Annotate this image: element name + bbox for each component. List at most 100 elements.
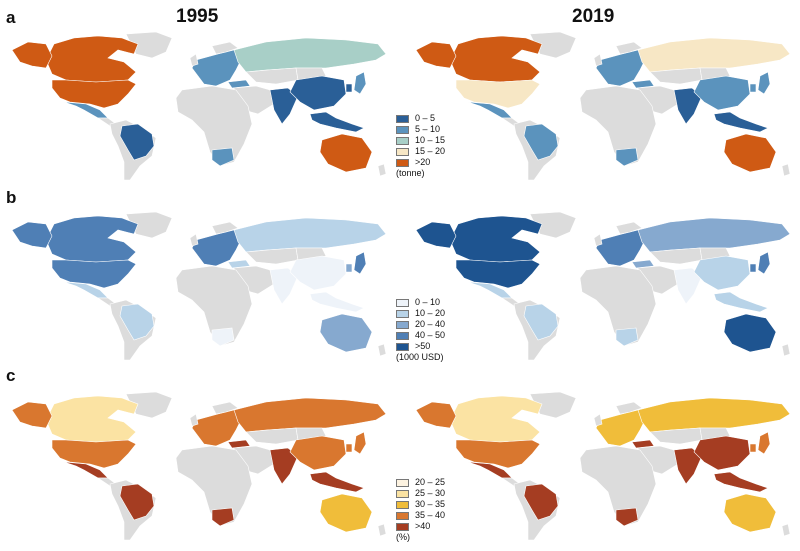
region-rus	[233, 397, 387, 433]
region-nor	[211, 221, 239, 235]
panel-c-letter: c	[6, 366, 16, 385]
legend-label: 30 – 35	[415, 499, 446, 509]
legend-label: >20	[415, 157, 431, 167]
region-sea	[309, 291, 365, 313]
region-bra	[119, 123, 155, 161]
legend-swatch	[396, 522, 409, 531]
region-grn	[529, 31, 577, 59]
map-c-1995	[11, 391, 387, 541]
region-eur	[191, 49, 243, 87]
region-can	[45, 35, 139, 83]
region-usa	[51, 259, 137, 289]
panel-a-letter: a	[6, 8, 16, 27]
legend-item: 15 – 20	[396, 146, 445, 157]
region-usa	[455, 259, 541, 289]
map-b-1995	[11, 211, 387, 361]
legend-swatch	[396, 309, 409, 318]
region-bra	[523, 483, 559, 521]
legend-label: 10 – 20	[415, 308, 446, 318]
map-a-1995	[11, 31, 387, 181]
legend-label: 10 – 15	[415, 135, 446, 145]
region-can	[45, 215, 139, 263]
region-rus	[637, 217, 791, 253]
region-ind	[269, 447, 299, 485]
region-zaf	[211, 147, 235, 167]
region-jpn	[757, 71, 771, 95]
region-jpn	[757, 251, 771, 275]
region-grn	[125, 211, 173, 239]
region-ind	[269, 87, 299, 125]
region-kor	[749, 263, 757, 273]
legend-swatch	[396, 125, 409, 134]
region-eur	[595, 49, 647, 87]
region-zaf	[211, 327, 235, 347]
region-chn	[289, 255, 347, 291]
region-nzl	[781, 343, 791, 357]
region-jpn	[353, 431, 367, 455]
region-nor	[211, 401, 239, 415]
region-usa	[51, 439, 137, 469]
year-1995-title: 1995	[176, 6, 219, 27]
region-sea	[713, 291, 769, 313]
region-uk	[189, 53, 199, 67]
region-alk	[415, 41, 457, 69]
region-afr	[579, 445, 657, 527]
region-alk	[415, 401, 457, 429]
region-nor	[615, 401, 643, 415]
region-nor	[615, 41, 643, 55]
region-rus	[637, 397, 791, 433]
region-tur	[227, 79, 251, 89]
region-nzl	[377, 163, 387, 177]
region-jpn	[353, 251, 367, 275]
legend-label: 35 – 40	[415, 510, 446, 520]
region-uk	[593, 413, 603, 427]
region-grn	[529, 211, 577, 239]
region-chn	[289, 435, 347, 471]
region-bra	[119, 483, 155, 521]
region-kor	[345, 263, 353, 273]
legend-label: 0 – 5	[415, 113, 436, 123]
legend-swatch	[396, 331, 409, 340]
region-usa	[455, 439, 541, 469]
legend-item: >50	[396, 341, 445, 352]
region-usa	[51, 79, 137, 109]
region-aus	[723, 133, 777, 173]
region-chn	[693, 255, 751, 291]
region-kor	[345, 443, 353, 453]
region-uk	[593, 53, 603, 67]
legend-unit: (tonne)	[396, 168, 425, 178]
legend-label: >50	[415, 341, 431, 351]
legend-item: 35 – 40	[396, 510, 445, 521]
legend-swatch	[396, 136, 409, 145]
region-sea	[309, 111, 365, 133]
region-zaf	[615, 327, 639, 347]
region-aus	[319, 133, 373, 173]
region-zaf	[211, 507, 235, 527]
region-alk	[11, 401, 53, 429]
region-chn	[693, 435, 751, 471]
region-tur	[227, 259, 251, 269]
region-kor	[749, 83, 757, 93]
region-bra	[523, 303, 559, 341]
year-2019-title: 2019	[572, 6, 615, 27]
legend-label: >40	[415, 521, 431, 531]
legend-label: 40 – 50	[415, 330, 446, 340]
region-rus	[233, 37, 387, 73]
region-uk	[189, 233, 199, 247]
region-nzl	[781, 163, 791, 177]
region-bra	[119, 303, 155, 341]
region-jpn	[353, 71, 367, 95]
region-ind	[673, 447, 703, 485]
region-tur	[227, 439, 251, 449]
legend-item: 10 – 15	[396, 135, 445, 146]
region-usa	[455, 79, 541, 109]
legend-swatch	[396, 320, 409, 329]
legend-c: 20 – 25 25 – 30 30 – 35 35 – 40 >40 (%)	[396, 477, 445, 543]
legend-a: 0 – 5 5 – 10 10 – 15 15 – 20 >20 (tonne)	[396, 113, 445, 179]
region-uk	[189, 413, 199, 427]
region-sea	[713, 471, 769, 493]
region-afr	[175, 445, 253, 527]
legend-label: 20 – 40	[415, 319, 446, 329]
region-tur	[631, 259, 655, 269]
legend-swatch	[396, 500, 409, 509]
